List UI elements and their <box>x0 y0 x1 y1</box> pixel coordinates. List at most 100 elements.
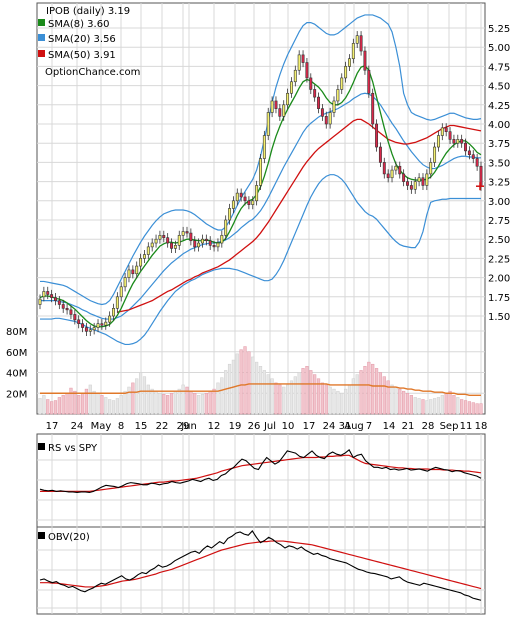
volume-bar <box>88 384 92 415</box>
volume-bar <box>347 384 352 415</box>
candle-body <box>332 100 336 113</box>
candle-body <box>286 92 290 106</box>
volume-bar <box>417 398 421 415</box>
x-tick-label: Jul <box>263 421 276 432</box>
candle-body <box>266 112 270 136</box>
volume-bar <box>185 386 189 415</box>
volume-bar <box>57 397 61 415</box>
candle-body <box>444 127 448 132</box>
price-tick-label: 4.25 <box>488 101 510 112</box>
legend-swatch-sma20 <box>38 34 45 41</box>
candle-body <box>301 54 305 63</box>
candle-body <box>216 242 220 248</box>
candle-body <box>189 232 193 242</box>
volume-bar <box>305 366 309 415</box>
candle-body <box>135 265 139 275</box>
volume-bar <box>429 399 433 415</box>
candle-body <box>204 238 208 242</box>
volume-bar <box>119 395 123 415</box>
candle-body <box>371 92 375 125</box>
volume-bar <box>374 368 379 415</box>
candle-body <box>239 192 243 198</box>
volume-bar <box>235 353 239 415</box>
candle-body <box>382 162 386 175</box>
candle-body <box>104 321 108 326</box>
candle-body <box>270 100 274 113</box>
candle-body <box>166 237 170 244</box>
volume-bar <box>448 390 452 415</box>
volume-bar <box>224 370 228 415</box>
volume-bar <box>227 363 232 415</box>
volume-bar <box>127 386 131 415</box>
price-tick-label: 1.75 <box>488 293 510 304</box>
volume-bar <box>328 386 332 415</box>
volume-bar <box>46 399 50 415</box>
candle-body <box>231 200 235 209</box>
x-tick-label: 10 <box>282 421 295 432</box>
legend-swatch-sma8 <box>38 19 45 26</box>
legend-swatch-sma50 <box>38 50 45 57</box>
candle-body <box>340 77 344 90</box>
x-tick-label: 24 <box>323 421 336 432</box>
volume-bar <box>274 382 278 415</box>
candle-body <box>409 185 413 190</box>
candle-body <box>386 173 390 179</box>
candle-body <box>421 177 425 186</box>
volume-bar <box>471 402 475 415</box>
volume-bar <box>405 393 410 415</box>
candle-body <box>65 308 69 311</box>
volume-bar <box>336 390 340 415</box>
volume-bar <box>247 351 251 415</box>
candle-body <box>162 235 166 238</box>
candle-body <box>61 304 65 309</box>
candle-body <box>150 242 154 248</box>
volume-bar <box>402 390 406 415</box>
volume-bar <box>351 378 355 415</box>
volume-bar <box>61 395 65 415</box>
volume-bar <box>258 366 263 415</box>
volume-bar <box>344 388 348 415</box>
volume-bar <box>479 403 483 415</box>
volume-bar <box>73 390 77 415</box>
x-tick-label: 11 <box>460 421 473 432</box>
volume-bar <box>390 384 394 415</box>
volume-bar <box>166 395 170 415</box>
volume-bar <box>123 390 127 415</box>
volume-bar <box>475 403 479 415</box>
x-tick-label: 31 <box>339 421 352 432</box>
chart-title: IPOB (daily) 3.19 <box>46 6 130 17</box>
volume-bar <box>313 374 317 415</box>
candle-body <box>100 323 104 326</box>
x-tick-label: 12 <box>208 421 221 432</box>
volume-bar <box>340 393 344 415</box>
obv-line <box>39 530 482 601</box>
volume-bar <box>293 376 297 415</box>
price-tick-label: 2.50 <box>488 235 510 246</box>
volume-bar <box>38 398 42 415</box>
volume-bar <box>84 388 89 415</box>
volume-bar <box>440 395 444 415</box>
candle-body <box>402 173 406 182</box>
volume-bar <box>131 382 135 415</box>
candle-body <box>42 291 46 298</box>
candle-body <box>154 238 158 244</box>
bollinger-lower-line <box>40 174 481 346</box>
candle-body <box>112 308 115 317</box>
volume-bar <box>104 397 108 415</box>
volume-bar <box>50 401 54 415</box>
candle-body <box>92 327 96 331</box>
x-tick-label: 14 <box>383 421 396 432</box>
obv-panel-title: OBV(20) <box>48 532 90 543</box>
candle-body <box>193 240 197 248</box>
x-tick-label: 18 <box>475 421 488 432</box>
candle-body <box>201 238 204 244</box>
candle-body <box>317 96 320 109</box>
candle-body <box>460 139 464 144</box>
volume-bar <box>460 399 464 415</box>
volume-bar <box>255 361 259 415</box>
x-tick-label: 29 <box>177 421 190 432</box>
volume-bar <box>162 394 166 415</box>
x-tick-label: 22 <box>156 421 169 432</box>
volume-bar <box>69 387 73 415</box>
x-tick-label: Jun <box>180 421 197 432</box>
